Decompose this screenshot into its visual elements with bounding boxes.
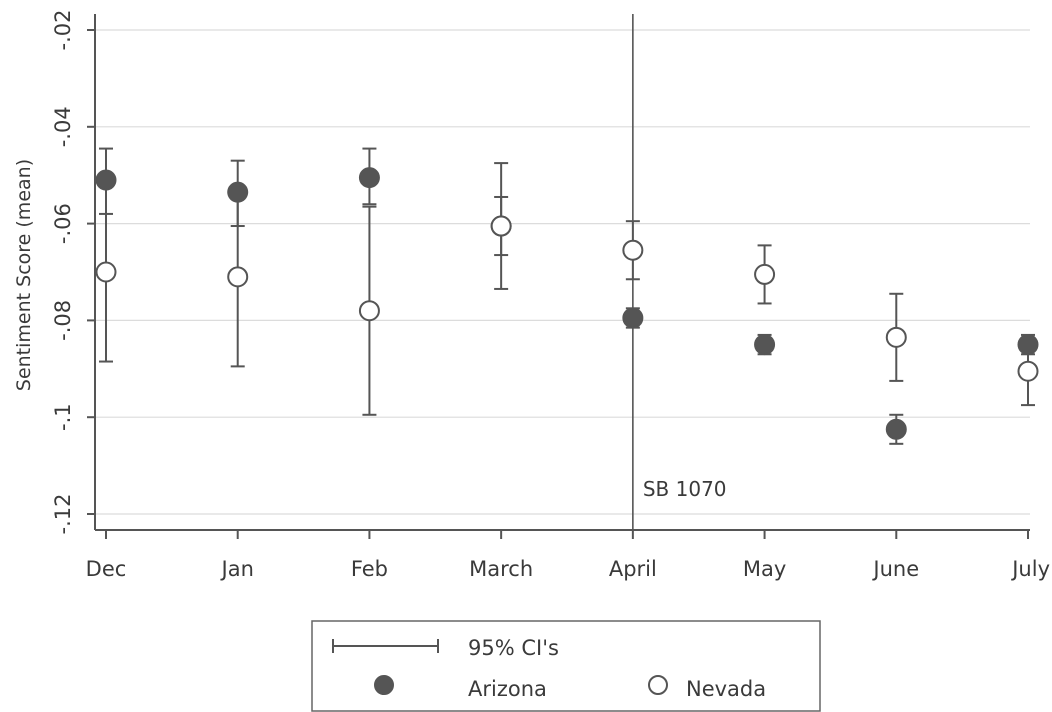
data-points [95, 167, 1039, 440]
y-tick-label: -.12 [51, 494, 75, 535]
sb1070-label: SB 1070 [643, 477, 727, 501]
y-tick-label: -.04 [51, 106, 75, 147]
y-tick-label: -.1 [51, 403, 75, 431]
y-tick-label: -.06 [51, 203, 75, 244]
nevada-point [358, 300, 380, 322]
nevada-point [885, 326, 907, 348]
arizona-point [622, 307, 644, 329]
nevada-point [754, 263, 776, 285]
legend: 95% CI's Arizona Nevada [311, 620, 821, 712]
x-tick-label: Dec [86, 557, 127, 581]
arizona-point [358, 167, 380, 189]
x-tick-label: Feb [351, 557, 388, 581]
x-tick-label: March [469, 557, 533, 581]
x-tick-label: April [609, 557, 657, 581]
legend-ci-label: 95% CI's [468, 636, 559, 660]
nevada-point [490, 215, 512, 237]
x-tick-label: Jan [220, 557, 254, 581]
arizona-point [95, 169, 117, 191]
y-tick-label: -.08 [51, 300, 75, 341]
x-axis: Dec Jan Feb March April May June July [86, 529, 1050, 581]
x-tick-label: May [743, 557, 786, 581]
nevada-point [1017, 360, 1039, 382]
legend-arizona-marker [374, 675, 394, 695]
y-tick-label: -.02 [51, 10, 75, 51]
x-tick-label: June [871, 557, 919, 581]
y-axis: -.02 -.04 -.06 -.08 -.1 -.12 [51, 10, 96, 535]
legend-nevada-marker [648, 675, 668, 695]
arizona-point [885, 418, 907, 440]
nevada-point [95, 261, 117, 283]
x-tick-label: July [1010, 557, 1050, 581]
arizona-point [227, 181, 249, 203]
arizona-point [1017, 334, 1039, 356]
legend-nevada-label: Nevada [686, 677, 766, 701]
arizona-point [754, 334, 776, 356]
legend-arizona-label: Arizona [468, 677, 547, 701]
nevada-point [622, 239, 644, 261]
reference-line: SB 1070 [632, 14, 727, 530]
nevada-point [227, 266, 249, 288]
y-axis-title: Sentiment Score (mean) [13, 159, 35, 391]
gridlines [96, 29, 1030, 515]
legend-box [311, 620, 821, 712]
